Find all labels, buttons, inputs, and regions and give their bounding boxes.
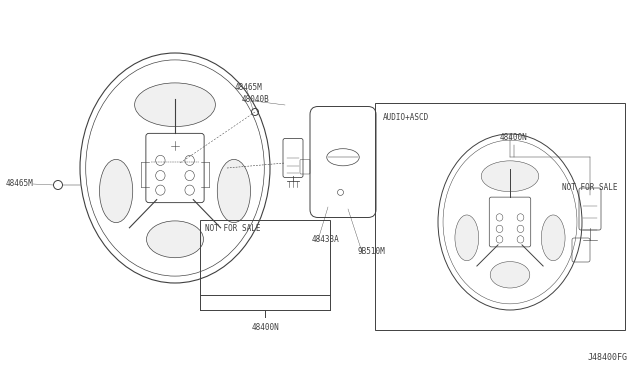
Text: AUDIO+ASCD: AUDIO+ASCD	[383, 113, 429, 122]
Text: 48040B: 48040B	[242, 96, 269, 105]
Text: 9B510M: 9B510M	[358, 247, 386, 257]
Ellipse shape	[217, 159, 250, 222]
Ellipse shape	[134, 83, 216, 126]
Text: 48465M: 48465M	[5, 180, 33, 189]
Text: NOT FOR SALE: NOT FOR SALE	[205, 224, 260, 233]
Bar	[200, 220, 330, 295]
Ellipse shape	[481, 161, 539, 192]
Ellipse shape	[541, 215, 565, 261]
Text: NOT FOR SALE: NOT FOR SALE	[563, 183, 618, 192]
Text: 48400N: 48400N	[251, 323, 279, 332]
Text: 48433A: 48433A	[312, 235, 340, 244]
Ellipse shape	[490, 262, 530, 288]
Ellipse shape	[455, 215, 479, 261]
Ellipse shape	[99, 159, 132, 222]
Text: 48465M: 48465M	[235, 83, 263, 93]
Text: J48400FG: J48400FG	[588, 353, 628, 362]
Text: 48400N: 48400N	[500, 133, 528, 142]
Bar	[375, 103, 625, 330]
Ellipse shape	[147, 221, 204, 258]
